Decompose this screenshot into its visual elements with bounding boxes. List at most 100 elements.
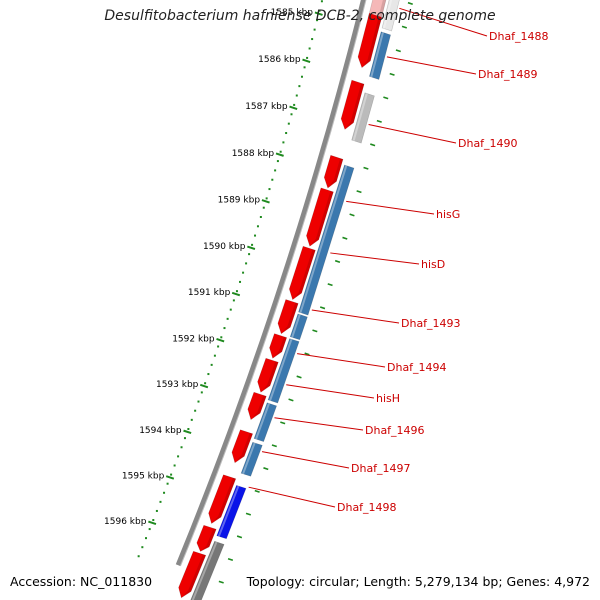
- gene-label[interactable]: hisH: [376, 392, 400, 405]
- gene-arrow-shade: [183, 554, 206, 596]
- kbp-minor-tick: [318, 9, 321, 12]
- gene-label[interactable]: Dhaf_1496: [365, 424, 425, 437]
- reverse-gene-bar: [190, 540, 225, 600]
- kbp-label: 1585 kbp: [271, 8, 314, 18]
- gene-label[interactable]: Dhaf_1493: [401, 317, 461, 330]
- kbp-minor-tick: [316, 19, 319, 22]
- kbp-major-tick: [231, 291, 241, 297]
- kbp-minor-tick: [207, 373, 210, 376]
- inner-tick: [312, 329, 318, 333]
- kbp-label: 1591 kbp: [188, 288, 231, 298]
- kbp-label: 1593 kbp: [156, 380, 199, 390]
- gene-label-leader: [261, 451, 350, 469]
- kbp-minor-tick: [137, 555, 140, 558]
- gene-arrow-shade: [237, 432, 253, 461]
- kbp-label: 1595 kbp: [122, 472, 165, 482]
- inner-tick: [245, 512, 252, 516]
- gene-label[interactable]: hisD: [421, 258, 445, 271]
- gene-label[interactable]: Dhaf_1488: [489, 30, 549, 43]
- reverse-gene-bar: [253, 402, 277, 442]
- gene-label[interactable]: Dhaf_1494: [387, 361, 447, 374]
- genome-backbone: [175, 0, 367, 567]
- kbp-major-tick: [247, 245, 256, 250]
- inner-tick: [280, 421, 286, 425]
- kbp-minor-tick: [173, 464, 176, 467]
- kbp-minor-tick: [265, 197, 268, 200]
- gene-label[interactable]: Dhaf_1498: [337, 501, 397, 514]
- forward-gene-arrow: [247, 391, 267, 421]
- gene-label-leader: [274, 417, 364, 431]
- gene-label-leader: [330, 252, 420, 265]
- gene-label[interactable]: Dhaf_1489: [478, 68, 538, 81]
- reverse-gene-bar: [289, 313, 308, 341]
- reverse-gene-bar: [240, 441, 263, 477]
- inner-tick: [376, 119, 382, 123]
- kbp-minor-tick: [276, 160, 279, 163]
- gene-bar-highlight: [383, 0, 393, 29]
- map-title: Desulfitobacterium hafniense DCB-2, comp…: [104, 8, 496, 24]
- gene-tracks: [178, 0, 400, 600]
- kbp-minor-tick: [298, 85, 301, 88]
- kbp-minor-tick: [254, 234, 257, 237]
- gene-label[interactable]: Dhaf_1497: [351, 462, 411, 475]
- forward-gene-arrow: [178, 550, 207, 599]
- kbp-minor-tick: [229, 308, 232, 311]
- forward-gene-arrow: [196, 524, 217, 552]
- gene-label-leader: [399, 7, 488, 37]
- kbp-minor-tick: [262, 206, 265, 209]
- gene-bar-highlight: [352, 93, 368, 141]
- inner-tick: [288, 398, 294, 402]
- gene-bar-highlight: [291, 314, 301, 338]
- kbp-label: 1588 kbp: [232, 149, 275, 159]
- inner-tick: [327, 283, 333, 287]
- kbp-minor-tick: [194, 409, 197, 412]
- reverse-gene-bar: [369, 31, 391, 80]
- gene-label-leader: [286, 384, 375, 399]
- kbp-minor-tick: [226, 317, 229, 320]
- forward-gene-arrow: [340, 79, 365, 130]
- gene-arrow-shade: [274, 336, 287, 356]
- gene-arrow-shade: [329, 158, 343, 186]
- topology-label: Topology: circular; Length: 5,279,134 bp…: [246, 574, 590, 589]
- gene-arrow-shade: [363, 16, 382, 65]
- genome-backbone-highlight: [179, 0, 367, 567]
- kbp-minor-tick: [180, 446, 183, 449]
- kbp-minor-tick: [268, 188, 271, 191]
- kbp-minor-tick: [170, 473, 173, 476]
- gene-label-leader: [386, 56, 477, 75]
- inner-tick: [271, 444, 277, 448]
- inner-tick: [236, 535, 243, 539]
- kbp-major-tick: [302, 58, 311, 64]
- gene-labels: Dhaf_1488 Dhaf_1489 Dhaf_1490 hisG hisD Dhaf_…: [248, 7, 549, 514]
- kbp-minor-tick: [177, 455, 180, 458]
- forward-gene-arrow: [323, 154, 344, 189]
- kbp-label: 1586 kbp: [258, 55, 301, 65]
- kbp-minor-tick: [287, 122, 290, 125]
- forward-gene-arrow: [306, 187, 334, 247]
- inner-tick: [304, 352, 310, 356]
- gene-arrow-shade: [202, 528, 217, 550]
- kbp-label: 1596 kbp: [104, 517, 147, 527]
- kbp-major-tick: [165, 475, 175, 480]
- kbp-minor-tick: [190, 418, 193, 421]
- kbp-minor-tick: [279, 150, 282, 153]
- reverse-gene-bar: [381, 0, 400, 32]
- kbp-label: 1587 kbp: [245, 102, 288, 112]
- reverse-gene-bar: [216, 485, 247, 540]
- gene-arrow-shade: [294, 249, 316, 297]
- kbp-scale: 1585 kbp 1586 kbp 1587 kbp 1588 kbp 1589 kbp…: [104, 0, 413, 584]
- gene-arrow-shade: [283, 302, 299, 332]
- gene-label[interactable]: Dhaf_1490: [458, 137, 518, 150]
- gene-label[interactable]: hisG: [436, 208, 460, 221]
- kbp-major-tick: [216, 337, 225, 343]
- gene-label-leader: [368, 123, 457, 144]
- forward-gene-arrow: [277, 299, 299, 335]
- inner-tick: [407, 1, 413, 5]
- gene-bar-highlight: [370, 32, 384, 78]
- inner-tick: [342, 236, 348, 240]
- kbp-minor-tick: [320, 0, 323, 3]
- inner-tick: [370, 143, 376, 147]
- kbp-minor-tick: [141, 546, 144, 549]
- gene-label-leader: [248, 486, 336, 508]
